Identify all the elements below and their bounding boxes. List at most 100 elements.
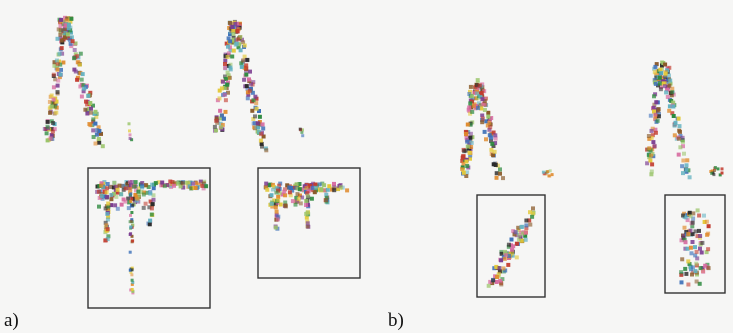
point	[693, 253, 698, 258]
point	[180, 181, 185, 186]
point	[502, 256, 507, 261]
point	[298, 193, 302, 198]
point	[252, 125, 257, 130]
point	[258, 138, 263, 143]
point	[69, 30, 73, 35]
point	[527, 218, 532, 223]
point	[470, 109, 475, 114]
point	[223, 54, 228, 59]
point	[101, 185, 106, 190]
point	[468, 111, 473, 116]
point	[61, 60, 66, 65]
point	[493, 141, 498, 146]
point	[462, 149, 467, 154]
point	[130, 268, 134, 272]
point	[651, 154, 656, 159]
point	[151, 197, 156, 202]
point	[272, 185, 277, 190]
point	[654, 75, 659, 80]
point	[499, 251, 504, 256]
point	[189, 186, 194, 191]
point	[236, 37, 241, 42]
point	[242, 77, 247, 82]
point	[104, 223, 109, 228]
point	[704, 250, 709, 255]
point	[470, 94, 475, 99]
point	[143, 183, 148, 188]
point	[690, 272, 694, 277]
point	[218, 108, 223, 113]
point	[136, 193, 141, 198]
point	[488, 135, 493, 140]
point	[680, 164, 685, 169]
point	[143, 201, 148, 206]
point	[83, 107, 88, 112]
point	[115, 190, 120, 195]
point	[270, 187, 275, 192]
point	[656, 114, 661, 119]
point	[79, 94, 84, 99]
point	[652, 70, 657, 75]
point	[250, 108, 255, 113]
point	[668, 78, 673, 83]
point	[671, 104, 676, 109]
point	[495, 163, 500, 168]
point	[507, 253, 512, 258]
point	[686, 282, 691, 287]
point	[468, 135, 473, 140]
point	[669, 93, 674, 98]
point	[704, 219, 709, 224]
point	[67, 37, 72, 42]
point	[278, 202, 283, 207]
point	[682, 237, 687, 242]
point	[81, 83, 86, 88]
point	[667, 104, 672, 109]
point	[263, 185, 268, 190]
point	[268, 182, 273, 187]
point	[126, 206, 131, 211]
point	[287, 190, 292, 195]
point	[140, 181, 145, 185]
point	[716, 167, 720, 171]
point	[487, 133, 492, 138]
point	[327, 184, 332, 189]
point	[239, 64, 244, 69]
point	[649, 169, 654, 174]
point	[548, 169, 552, 173]
point	[109, 193, 114, 197]
point	[91, 119, 96, 124]
point	[117, 183, 122, 188]
point	[687, 210, 692, 215]
point	[274, 186, 279, 191]
point	[76, 60, 81, 65]
point	[650, 162, 655, 167]
point	[287, 185, 292, 190]
point	[63, 35, 67, 40]
point	[136, 186, 141, 191]
point	[102, 194, 107, 199]
point	[61, 22, 66, 27]
point	[494, 175, 499, 180]
point	[228, 30, 233, 34]
point	[697, 281, 702, 286]
point	[105, 227, 110, 232]
point	[648, 158, 653, 163]
point	[648, 148, 653, 153]
point	[246, 92, 251, 97]
point	[468, 156, 472, 161]
point	[91, 103, 95, 108]
point	[66, 22, 71, 27]
point	[494, 280, 499, 284]
point	[693, 245, 697, 250]
point	[651, 140, 656, 145]
point	[146, 185, 151, 189]
point	[48, 110, 53, 115]
point	[273, 205, 278, 210]
point	[487, 127, 492, 132]
point	[506, 244, 511, 249]
point	[664, 90, 669, 95]
point	[221, 116, 226, 121]
point	[55, 83, 60, 88]
panel-label: a)	[4, 310, 19, 331]
point	[541, 170, 545, 174]
